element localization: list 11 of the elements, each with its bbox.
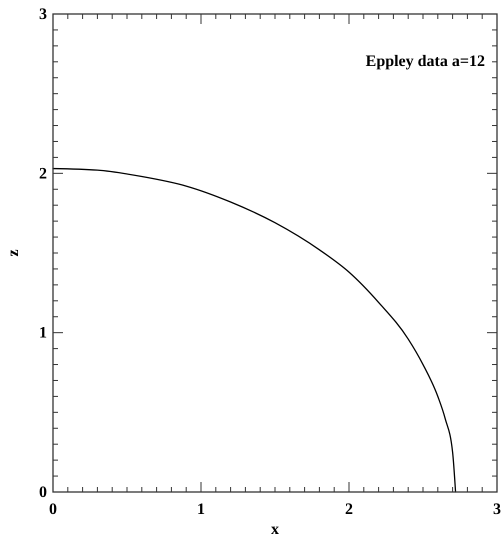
x-tick-label: 2: [345, 501, 353, 518]
x-tick-label: 3: [493, 501, 501, 518]
y-tick-label: 1: [39, 324, 47, 342]
y-tick-label: 0: [39, 484, 47, 501]
x-axis-title: x: [271, 521, 279, 538]
y-tick-label: 3: [39, 6, 47, 23]
annotation: Eppley data a=12: [366, 53, 485, 70]
x-tick-label: 1: [197, 501, 205, 518]
line-series: [52, 168, 456, 493]
y-axis-title: z: [5, 249, 22, 257]
y-tick-label: 2: [39, 165, 47, 182]
